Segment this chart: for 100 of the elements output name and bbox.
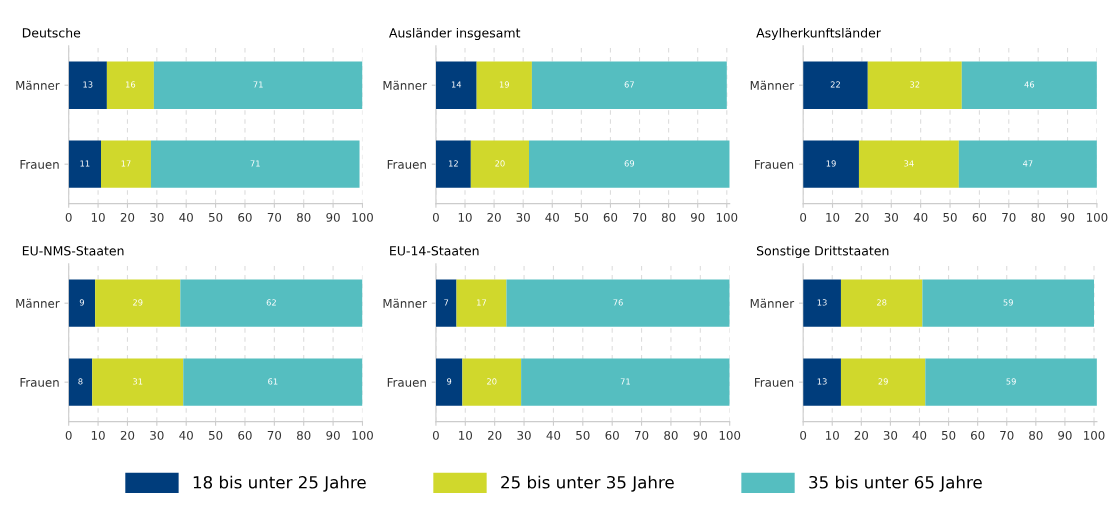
x-tick-label: 90 (326, 212, 340, 222)
y-tick-label: Männer (16, 298, 60, 308)
bar (803, 140, 859, 188)
x-tick-label: 0 (800, 212, 807, 222)
y-tick-label: Frauen (387, 160, 426, 169)
x-tick-label: 80 (1031, 212, 1045, 222)
data-label: 13 (817, 378, 827, 385)
x-tick-label: 80 (664, 430, 678, 440)
x-tick-label: 100 (352, 430, 373, 440)
x-tick-label: 80 (297, 212, 311, 222)
x-tick-label: 90 (1058, 430, 1072, 440)
legend-label: 25 bis unter 35 Jahre (501, 475, 674, 492)
x-tick-label: 70 (1000, 430, 1014, 440)
x-tick-label: 20 (487, 212, 501, 222)
bar (958, 140, 1097, 188)
data-label: 17 (121, 160, 131, 167)
x-tick-label: 80 (1029, 430, 1043, 440)
x-tick-label: 60 (603, 212, 618, 222)
bar (68, 140, 102, 188)
bar (476, 61, 532, 109)
data-label: 59 (1003, 299, 1013, 306)
data-label: 69 (624, 160, 635, 167)
bar (462, 358, 522, 406)
data-label: 71 (253, 81, 263, 88)
x-tick-label: 50 (941, 430, 956, 440)
x-tick-label: 70 (267, 430, 282, 440)
x-tick-label: 20 (855, 212, 869, 222)
x-tick-label: 100 (1084, 430, 1105, 440)
bar (925, 358, 1097, 406)
data-label: 62 (266, 299, 276, 306)
data-label: 19 (499, 81, 509, 88)
bar (68, 61, 107, 109)
bar (531, 61, 727, 109)
x-tick-label: 20 (120, 430, 135, 440)
x-tick-label: 70 (635, 430, 649, 440)
x-tick-label: 90 (690, 212, 705, 222)
bar (529, 140, 730, 188)
x-tick-label: 60 (970, 430, 985, 440)
x-tick-label: 0 (800, 430, 807, 440)
data-label: 29 (878, 378, 888, 385)
bar (183, 358, 363, 406)
data-label: 20 (487, 378, 497, 385)
data-label: 59 (1006, 378, 1016, 385)
x-tick-label: 0 (432, 430, 439, 440)
bar (68, 279, 96, 327)
data-label: 9 (447, 378, 452, 385)
bar (68, 358, 93, 406)
x-tick-label: 50 (208, 212, 223, 222)
data-label: 46 (1024, 81, 1035, 88)
y-tick-label: Männer (383, 80, 427, 90)
y-tick-label: Männer (750, 298, 795, 308)
x-tick-label: 90 (693, 430, 708, 440)
bar (803, 358, 841, 406)
data-label: 22 (830, 81, 840, 88)
bar (435, 358, 463, 406)
chart-title: Deutsche (22, 27, 81, 38)
data-label: 28 (876, 299, 887, 306)
bar (867, 61, 962, 109)
x-tick-label: 50 (576, 430, 590, 440)
data-label: 19 (826, 160, 836, 167)
data-label: 67 (624, 81, 634, 88)
x-tick-label: 40 (179, 212, 193, 222)
x-tick-label: 0 (65, 212, 72, 222)
data-label: 13 (817, 299, 827, 306)
y-tick-label: Frauen (387, 378, 426, 387)
chart-title: Asylherkunftsländer (756, 27, 881, 40)
data-label: 31 (133, 378, 143, 385)
data-label: 71 (250, 160, 260, 167)
bar (961, 61, 1097, 109)
x-tick-label: 60 (972, 212, 987, 222)
x-tick-label: 10 (458, 212, 472, 222)
x-tick-label: 50 (574, 212, 589, 222)
bar (435, 61, 477, 109)
x-tick-label: 40 (913, 212, 928, 222)
x-tick-label: 40 (546, 430, 561, 440)
data-label: 16 (126, 81, 136, 88)
bar (150, 140, 360, 188)
chart-title: Ausländer insgesamt (389, 27, 521, 40)
y-tick-label: Frauen (20, 160, 59, 169)
bar (803, 61, 868, 109)
x-tick-label: 20 (120, 212, 135, 222)
x-tick-label: 100 (719, 430, 741, 440)
x-tick-label: 30 (516, 212, 530, 222)
x-tick-label: 0 (432, 212, 439, 222)
chart-title: EU-NMS-Staaten (22, 246, 124, 256)
x-tick-label: 60 (238, 430, 252, 440)
bar (456, 279, 507, 327)
data-label: 14 (451, 81, 462, 88)
data-label: 7 (444, 299, 449, 306)
data-label: 20 (495, 160, 505, 167)
bar (840, 358, 926, 406)
x-tick-label: 90 (1060, 212, 1075, 222)
legend-label: 18 bis unter 25 Jahre (193, 475, 366, 492)
bar (840, 279, 923, 327)
data-label: 11 (80, 160, 90, 167)
x-tick-label: 30 (883, 430, 898, 440)
bar (803, 279, 841, 327)
data-label: 76 (613, 299, 623, 306)
x-tick-label: 60 (238, 212, 252, 222)
x-tick-label: 0 (65, 430, 72, 440)
